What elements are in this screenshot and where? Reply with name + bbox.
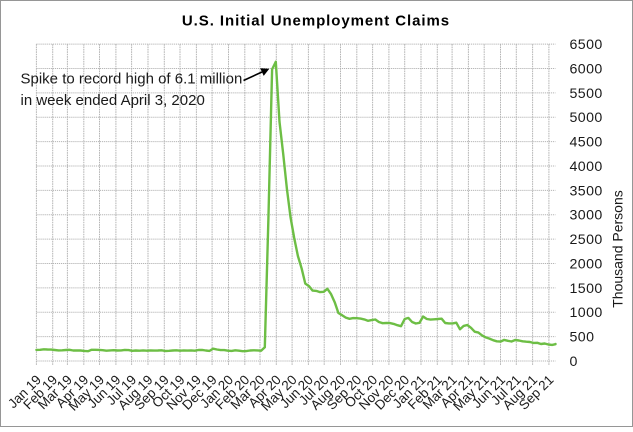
svg-text:3000: 3000 xyxy=(570,208,603,224)
svg-text:1000: 1000 xyxy=(570,305,603,321)
svg-text:5500: 5500 xyxy=(570,86,603,102)
svg-text:in week ended April 3, 2020: in week ended April 3, 2020 xyxy=(21,92,205,109)
svg-text:4000: 4000 xyxy=(570,159,603,175)
svg-text:3500: 3500 xyxy=(570,183,603,199)
svg-text:0: 0 xyxy=(570,354,578,370)
svg-text:2000: 2000 xyxy=(570,256,603,272)
svg-text:Thousand Persons: Thousand Persons xyxy=(610,190,626,308)
svg-text:2500: 2500 xyxy=(570,232,603,248)
svg-text:6000: 6000 xyxy=(570,61,603,77)
svg-text:4500: 4500 xyxy=(570,134,603,150)
svg-text:Spike to record high of 6.1 mi: Spike to record high of 6.1 million xyxy=(21,70,243,87)
svg-text:500: 500 xyxy=(570,329,595,345)
svg-text:U.S. Initial Unemployment Clai: U.S. Initial Unemployment Claims xyxy=(182,13,450,30)
svg-text:6500: 6500 xyxy=(570,37,603,53)
svg-text:1500: 1500 xyxy=(570,281,603,297)
svg-text:5000: 5000 xyxy=(570,110,603,126)
